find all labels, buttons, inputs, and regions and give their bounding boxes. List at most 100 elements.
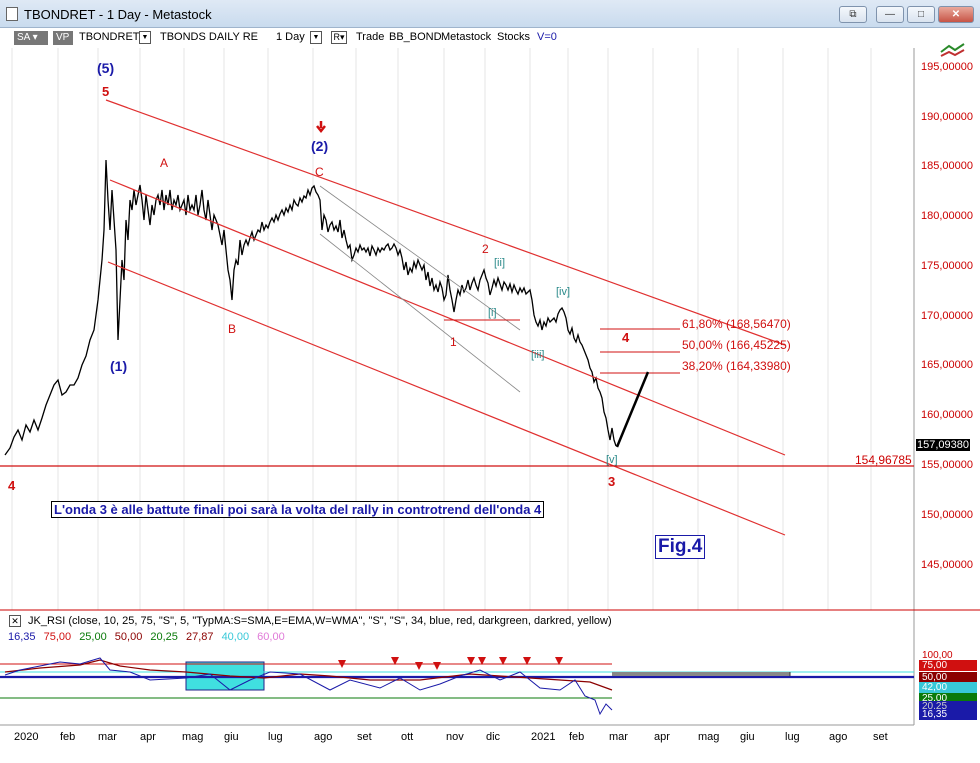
close-button[interactable]: ✕ xyxy=(938,6,974,23)
time-tick: ago xyxy=(829,731,848,743)
time-tick: dic xyxy=(486,731,501,743)
vp-button[interactable]: VP xyxy=(53,31,73,45)
account-label: BB_BOND xyxy=(389,31,442,43)
wave-label-i: [i] xyxy=(488,307,497,319)
rsi-axis-50: 50,00 xyxy=(919,672,977,683)
chart-toolbar: SA ▾ VP TBONDRET ▼ TBONDS DAILY RE 1 Day… xyxy=(0,28,980,48)
price-tick: 195,00000 xyxy=(921,61,973,73)
wave-label-c: C xyxy=(315,165,324,179)
time-tick: apr xyxy=(654,731,670,743)
sub-channel xyxy=(319,185,521,393)
price-tick: 155,00000 xyxy=(921,459,973,471)
rsi-axis-16: 16,35 xyxy=(919,709,977,720)
down-arrow-icon xyxy=(316,121,326,134)
time-tick: giu xyxy=(224,731,239,743)
time-tick: set xyxy=(873,731,888,743)
rsi-axis-42: 42,00 xyxy=(919,682,977,693)
wave-label-b: B xyxy=(228,322,237,336)
wave-label-ii: [ii] xyxy=(494,257,505,269)
symbol-label: TBONDRET xyxy=(79,31,140,43)
time-tick: giu xyxy=(740,731,755,743)
price-tick: 145,00000 xyxy=(921,559,973,571)
time-tick: set xyxy=(357,731,372,743)
indicator-label: JK_RSI (close, 10, 25, 75, "S", 5, "TypM… xyxy=(28,615,612,627)
time-tick: feb xyxy=(569,731,585,743)
figure-label: Fig.4 xyxy=(655,535,706,559)
fib-lines xyxy=(600,328,680,374)
indicator-close-icon[interactable]: ✕ xyxy=(9,615,21,627)
app-icon xyxy=(6,7,18,21)
type-label: Stocks xyxy=(497,31,531,43)
security-name-label: TBONDS DAILY RE xyxy=(160,31,259,43)
wave-label-5-red: 5 xyxy=(102,84,110,99)
window-title: TBONDRET - 1 Day - Metastock xyxy=(24,7,212,22)
time-tick: lug xyxy=(785,731,800,743)
r-button[interactable]: R▾ xyxy=(331,31,347,44)
time-tick: mar xyxy=(609,731,628,743)
wave-label-2-minor: 2 xyxy=(482,242,489,256)
wave-label-3-red: 3 xyxy=(608,474,616,489)
annotation-text: L'onda 3 è alle battute finali poi sarà … xyxy=(51,501,545,518)
indicator-value: 75,00 xyxy=(43,631,72,643)
last-price-badge: 157,09380 xyxy=(916,439,970,451)
wave-label-1-blue: (1) xyxy=(110,358,128,374)
rsi-axis-100: 100,00 xyxy=(922,650,953,661)
restore-icon[interactable]: ⧉ xyxy=(839,6,867,23)
indicator-value: 50,00 xyxy=(114,631,143,643)
minimize-button[interactable]: — xyxy=(876,6,904,23)
time-tick: mar xyxy=(98,731,117,743)
wave-label-v: [v] xyxy=(606,454,618,466)
source-label: Metastock xyxy=(441,31,492,43)
price-bars xyxy=(4,159,617,456)
time-tick: ott xyxy=(401,731,414,743)
maximize-button[interactable]: □ xyxy=(907,6,935,23)
trend-channel xyxy=(105,99,786,536)
support-level-label: 154,96785 xyxy=(855,453,912,467)
wave-label-a: A xyxy=(160,156,169,170)
indicator-values: 16,35 75,00 25,00 50,00 20,25 27,87 40,0… xyxy=(8,631,290,643)
time-tick: 2020 xyxy=(14,731,39,743)
indicator-value: 25,00 xyxy=(79,631,107,643)
wave-label-1-minor: 1 xyxy=(450,335,457,349)
indicator-pane xyxy=(0,657,914,716)
time-tick: 2021 xyxy=(531,731,556,743)
fib-label-618: 61,80% (168,56470) xyxy=(682,317,791,331)
rsi-axis-75: 75,00 xyxy=(919,660,977,671)
time-tick: mag xyxy=(698,731,720,743)
wave-label-5-blue: (5) xyxy=(97,60,115,76)
trade-label: Trade xyxy=(356,31,385,43)
symbol-dropdown-icon[interactable]: ▼ xyxy=(139,31,151,44)
wave-label-iv: [iv] xyxy=(556,286,571,298)
price-tick: 190,00000 xyxy=(921,111,973,123)
time-tick: ago xyxy=(314,731,333,743)
wave-label-iii: [iii] xyxy=(531,349,545,361)
indicator-value: 16,35 xyxy=(8,631,36,643)
price-tick: 180,00000 xyxy=(921,210,973,222)
fib-label-500: 50,00% (166,45225) xyxy=(682,338,791,352)
time-tick: mag xyxy=(182,731,204,743)
indicator-value: 60,00 xyxy=(257,631,285,643)
price-tick: 170,00000 xyxy=(921,310,973,322)
wave-label-4-target: 4 xyxy=(622,330,630,345)
period-dropdown-icon[interactable]: ▼ xyxy=(310,31,322,44)
indicator-value: 27,87 xyxy=(185,631,214,643)
wave-label-4-red: 4 xyxy=(8,478,16,493)
window-titlebar: TBONDRET - 1 Day - Metastock ⧉ — □ ✕ xyxy=(0,0,980,28)
price-tick: 175,00000 xyxy=(921,260,973,272)
price-tick: 150,00000 xyxy=(921,509,973,521)
time-tick: feb xyxy=(60,731,76,743)
sa-button[interactable]: SA ▾ xyxy=(14,31,48,45)
price-tick: 160,00000 xyxy=(921,409,973,421)
rsi-axis-25: 25,00 xyxy=(919,693,977,704)
indicator-value: 20,25 xyxy=(150,631,178,643)
fib-label-382: 38,20% (164,33980) xyxy=(682,359,791,373)
rsi-axis-20: 20,25 xyxy=(919,701,977,712)
time-tick: nov xyxy=(446,731,464,743)
wave-label-2-blue: (2) xyxy=(311,138,329,154)
time-tick: apr xyxy=(140,731,156,743)
volume-label: V=0 xyxy=(537,31,557,43)
price-tick: 165,00000 xyxy=(921,359,973,371)
projection-line xyxy=(615,371,650,448)
chart-toggle-icon[interactable] xyxy=(940,43,965,57)
